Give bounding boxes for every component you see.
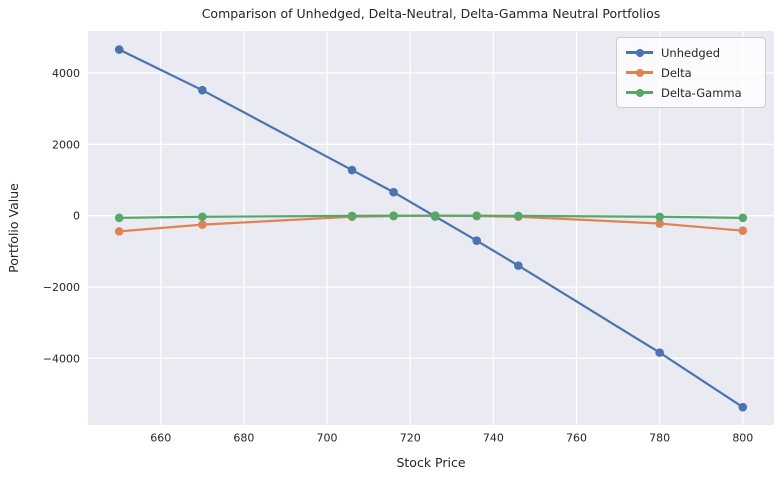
data-point-delta-gamma-746 (514, 211, 523, 221)
data-point-delta-780 (655, 219, 664, 228)
legend-label-delta-gamma: Delta-Gamma (661, 85, 742, 100)
legend-line-marker-icon (626, 88, 653, 97)
y-tick-label-2000: 2000 (52, 138, 80, 151)
x-tick-label-700: 700 (317, 432, 338, 445)
data-point-delta-gamma-650 (114, 213, 124, 223)
y-tick-label--4000: −4000 (43, 352, 80, 365)
data-point-unhedged-800 (738, 402, 748, 412)
data-point-unhedged-746 (514, 261, 523, 270)
legend-label-delta: Delta (661, 65, 692, 80)
legend-item-delta-gamma: Delta-Gamma (626, 85, 756, 100)
x-tick-label-660: 660 (150, 432, 171, 445)
data-point-unhedged-706 (347, 165, 357, 175)
legend: Unhedged Delta Delta-Gamma (616, 37, 766, 108)
data-point-delta-gamma-670 (198, 212, 207, 222)
data-point-delta-gamma-726 (430, 211, 440, 220)
data-point-delta-gamma-736 (472, 211, 482, 220)
x-tick-label-780: 780 (649, 432, 670, 445)
data-point-delta-gamma-780 (655, 212, 664, 222)
legend-line-marker-icon (626, 48, 653, 57)
x-tick-label-800: 800 (732, 432, 753, 445)
x-tick-label-720: 720 (400, 432, 421, 445)
data-point-delta-gamma-706 (347, 211, 357, 221)
x-tick-label-740: 740 (483, 432, 504, 445)
y-tick-label-0: 0 (73, 210, 80, 223)
legend-label-unhedged: Unhedged (661, 45, 721, 60)
x-axis-label: Stock Price (396, 455, 466, 470)
x-tick-label-760: 760 (566, 432, 587, 445)
data-point-delta-650 (114, 227, 124, 236)
data-point-unhedged-716 (389, 187, 398, 197)
legend-item-unhedged: Unhedged (626, 45, 756, 60)
y-tick-label--2000: −2000 (43, 281, 80, 294)
data-point-delta-gamma-800 (738, 213, 748, 223)
data-point-delta-800 (738, 226, 748, 235)
y-axis-label: Portfolio Value (6, 183, 21, 273)
x-tick-label-680: 680 (233, 432, 254, 445)
legend-item-delta: Delta (626, 65, 756, 80)
data-point-unhedged-650 (114, 45, 124, 54)
legend-line-marker-icon (626, 68, 653, 77)
data-point-delta-670 (198, 220, 207, 229)
y-tick-label-4000: 4000 (52, 67, 80, 80)
data-point-delta-gamma-716 (389, 211, 398, 220)
chart-title: Comparison of Unhedged, Delta-Neutral, D… (201, 6, 661, 21)
data-point-unhedged-670 (198, 85, 207, 95)
data-point-unhedged-780 (655, 348, 664, 357)
data-point-unhedged-736 (472, 236, 482, 245)
